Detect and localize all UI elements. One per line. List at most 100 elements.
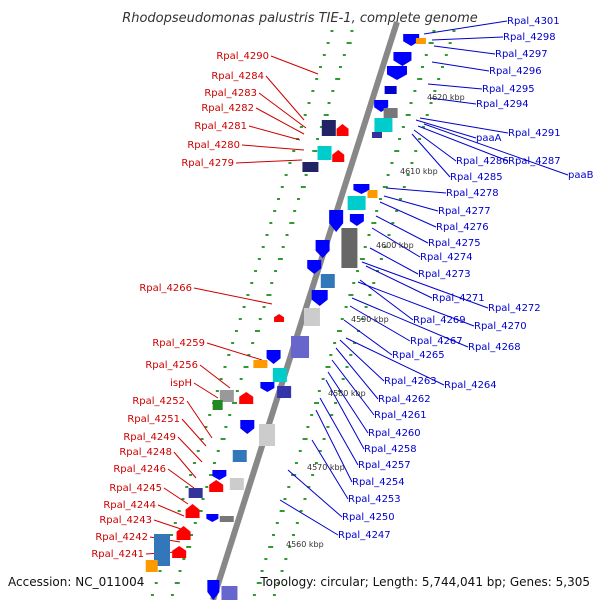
plus-gene-label[interactable]: Rpal_4301 <box>507 16 560 27</box>
minus-gene-label[interactable]: Rpal_4244 <box>103 500 156 511</box>
plus-gene-label[interactable]: Rpal_4273 <box>418 269 471 280</box>
plus-gene-label[interactable]: Rpal_4277 <box>438 206 491 217</box>
minus-gene-label[interactable]: Rpal_4256 <box>145 360 198 371</box>
tick-mark <box>402 186 406 188</box>
leader-line <box>349 305 411 342</box>
leader-line <box>383 195 439 212</box>
gene-arrow <box>393 52 412 66</box>
gene-arrow <box>260 382 275 392</box>
tick-mark <box>341 378 345 380</box>
tick-mark <box>333 342 337 344</box>
minus-gene-label[interactable]: Rpal_4248 <box>119 447 172 458</box>
plus-gene-label[interactable]: Rpal_4260 <box>368 428 421 439</box>
plus-gene-label[interactable]: Rpal_4262 <box>378 394 431 405</box>
tick-mark <box>224 426 228 428</box>
plus-gene-label[interactable]: Rpal_4272 <box>488 303 541 314</box>
tick-mark <box>238 318 242 320</box>
minus-gene-label[interactable]: Rpal_4282 <box>201 103 254 114</box>
leader-line <box>157 504 185 517</box>
minus-gene-label[interactable]: Rpal_4242 <box>95 532 148 543</box>
minus-gene-label[interactable]: Rpal_4252 <box>132 396 185 407</box>
tick-mark <box>243 366 249 368</box>
plus-gene-label[interactable]: Rpal_4258 <box>364 444 417 455</box>
tick-mark <box>307 102 311 104</box>
plus-gene-label[interactable]: Rpal_4267 <box>410 336 463 347</box>
plus-gene-label[interactable]: Rpal_4264 <box>444 380 497 391</box>
tick-mark <box>254 270 258 272</box>
plus-gene-label[interactable]: Rpal_4271 <box>432 293 485 304</box>
tick-mark <box>444 54 448 56</box>
minus-gene-label[interactable]: Rpal_4249 <box>123 432 176 443</box>
plus-gene-label[interactable]: Rpal_4275 <box>428 238 481 249</box>
leader-line <box>375 215 429 244</box>
minus-gene-label[interactable]: Rpal_4280 <box>187 140 240 151</box>
tick-mark <box>193 522 197 524</box>
tick-mark <box>277 258 283 260</box>
minus-gene-label[interactable]: Rpal_4241 <box>91 549 144 560</box>
minus-gene-label[interactable]: Rpal_4246 <box>113 464 166 475</box>
topology-text: Topology: circular; Length: 5,744,041 bp… <box>260 575 590 589</box>
minus-gene-label[interactable]: Rpal_4259 <box>152 338 205 349</box>
plus-gene-label[interactable]: Rpal_4291 <box>508 128 561 139</box>
plus-gene-label[interactable]: Rpal_4265 <box>392 350 445 361</box>
tick-mark <box>285 234 289 236</box>
gene-block <box>347 196 366 210</box>
tick-mark <box>375 210 379 212</box>
tick-mark <box>409 102 413 104</box>
tick-mark <box>418 138 422 140</box>
tick-mark <box>252 594 256 596</box>
plus-gene-label[interactable]: Rpal_4263 <box>384 376 437 387</box>
leader-line <box>351 297 469 348</box>
tick-mark <box>205 486 209 488</box>
plus-gene-label[interactable]: Rpal_4253 <box>348 494 401 505</box>
minus-gene-label[interactable]: Rpal_4290 <box>216 51 269 62</box>
minus-gene-label[interactable]: Rpal_4281 <box>194 121 247 132</box>
plus-gene-label[interactable]: Rpal_4298 <box>503 32 556 43</box>
plus-gene-label[interactable]: Rpal_4250 <box>342 512 395 523</box>
minus-gene-label[interactable]: Rpal_4283 <box>204 88 257 99</box>
gene-block <box>229 478 244 490</box>
minus-gene-label[interactable]: Rpal_4245 <box>109 483 162 494</box>
tick-mark <box>326 426 330 428</box>
gene-labels: Rpal_4290 Rpal_4284 Rpal_4283 Rpal_4282 Rpal… <box>91 16 593 560</box>
plus-gene-label[interactable]: Rpal_4285 <box>450 172 503 183</box>
plus-gene-label[interactable]: Rpal_4294 <box>476 99 529 110</box>
plus-gene-label[interactable]: Rpal_4254 <box>352 477 405 488</box>
plus-gene-label[interactable]: Rpal_4287 <box>508 156 561 167</box>
plus-gene-label[interactable]: Rpal_4296 <box>489 66 542 77</box>
plus-gene-label[interactable]: Rpal_4295 <box>482 84 535 95</box>
minus-gene-label[interactable]: Rpal_4279 <box>181 158 234 169</box>
leader-line <box>431 36 504 41</box>
gene-arrow <box>336 124 349 136</box>
plus-gene-label[interactable]: Rpal_4286 <box>456 156 509 167</box>
tick-mark <box>372 282 376 284</box>
minus-gene-label[interactable]: Rpal_4266 <box>139 283 192 294</box>
tick-mark <box>266 294 272 296</box>
plus-gene-label[interactable]: Rpal_4278 <box>446 188 499 199</box>
plus-gene-label[interactable]: paaA <box>476 133 502 144</box>
plus-gene-label[interactable]: Rpal_4269 <box>413 315 466 326</box>
leader-line <box>270 55 319 75</box>
minus-gene-label[interactable]: Rpal_4243 <box>99 515 152 526</box>
plus-gene-label[interactable]: Rpal_4268 <box>468 342 521 353</box>
tick-mark <box>391 222 395 224</box>
plus-gene-label[interactable]: Rpal_4247 <box>338 530 391 541</box>
minus-gene-label[interactable]: Rpal_4251 <box>127 414 180 425</box>
plus-gene-label[interactable]: Rpal_4276 <box>436 222 489 233</box>
plus-gene-label[interactable]: Rpal_4297 <box>495 49 548 60</box>
plus-gene-label[interactable]: paaB <box>568 170 594 181</box>
gene-arrow <box>307 260 322 274</box>
leader-line <box>315 409 353 483</box>
plus-gene-label[interactable]: Rpal_4274 <box>420 252 473 263</box>
plus-gene-label[interactable]: Rpal_4261 <box>374 410 427 421</box>
tick-mark <box>170 594 174 596</box>
minus-gene-label[interactable]: Rpal_4284 <box>211 71 264 82</box>
tick-mark <box>154 582 158 584</box>
plus-gene-label[interactable]: Rpal_4270 <box>474 321 527 332</box>
tick-mark <box>296 198 300 200</box>
tick-mark <box>177 510 181 512</box>
plus-gene-label[interactable]: Rpal_4257 <box>358 460 411 471</box>
minus-gene-label[interactable]: ispH <box>170 378 192 389</box>
tick-mark <box>432 30 436 32</box>
tick-mark <box>196 450 200 452</box>
